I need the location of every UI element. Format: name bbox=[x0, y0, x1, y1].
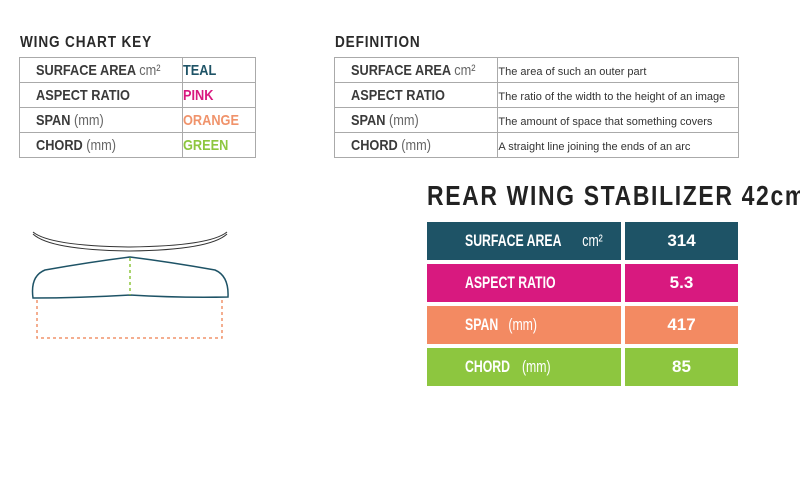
definition-label: ASPECT RATIO bbox=[351, 86, 445, 104]
stat-row: ASPECT RATIO 5.3 bbox=[427, 264, 738, 302]
stat-value: 314 bbox=[625, 222, 738, 260]
key-color-name: PINK bbox=[183, 86, 214, 104]
stat-row: CHORD (mm) 85 bbox=[427, 348, 738, 386]
key-title: WING CHART KEY bbox=[20, 34, 153, 51]
definition-row: CHORD (mm) A straight line joining the en… bbox=[333, 132, 739, 158]
definition-row: SPAN (mm) The amount of space that someth… bbox=[333, 107, 739, 133]
key-label: CHORD (mm) bbox=[36, 136, 117, 154]
wing-outline bbox=[31, 256, 229, 299]
definition-label: CHORD (mm) bbox=[351, 136, 432, 154]
key-label: SPAN (mm) bbox=[36, 111, 104, 129]
span-line bbox=[36, 300, 223, 339]
key-table: SURFACE AREA cm² TEAL ASPECT RATIO PINK SPA… bbox=[18, 57, 256, 158]
definition-text: A straight line joining the ends of an a… bbox=[498, 140, 691, 153]
stat-label: ASPECT RATIO bbox=[427, 264, 621, 302]
key-row: SPAN (mm) ORANGE bbox=[18, 107, 256, 133]
definition-row: ASPECT RATIO The ratio of the width to t… bbox=[333, 82, 739, 108]
key-color-name: GREEN bbox=[183, 136, 229, 154]
definition-row: SURFACE AREA cm² The area of such an oute… bbox=[333, 57, 739, 83]
stats-title: REAR WING STABILIZER 42cm bbox=[427, 180, 800, 211]
definition-text: The amount of space that something cover… bbox=[498, 115, 713, 128]
stat-label: SURFACE AREA cm² bbox=[427, 222, 621, 260]
key-color-name: TEAL bbox=[183, 61, 217, 79]
stat-row: SURFACE AREA cm² 314 bbox=[427, 222, 738, 260]
definition-table: SURFACE AREA cm² The area of such an oute… bbox=[333, 57, 739, 158]
stat-label: SPAN (mm) bbox=[427, 306, 621, 344]
definition-text: The ratio of the width to the height of … bbox=[498, 90, 726, 103]
key-row: SURFACE AREA cm² TEAL bbox=[18, 57, 256, 83]
wing-diagram bbox=[31, 231, 229, 339]
definition-label: SPAN (mm) bbox=[351, 111, 419, 129]
key-row: CHORD (mm) GREEN bbox=[18, 132, 256, 158]
definition-text: The area of such an outer part bbox=[498, 65, 647, 78]
key-label: ASPECT RATIO bbox=[36, 86, 130, 104]
fuselage-outline bbox=[32, 231, 228, 252]
stat-label: CHORD (mm) bbox=[427, 348, 621, 386]
key-label: SURFACE AREA cm² bbox=[36, 61, 161, 79]
stat-value: 85 bbox=[625, 348, 738, 386]
definition-label: SURFACE AREA cm² bbox=[351, 61, 476, 79]
definition-title: DEFINITION bbox=[335, 34, 421, 51]
key-color-name: ORANGE bbox=[183, 111, 240, 129]
stat-row: SPAN (mm) 417 bbox=[427, 306, 738, 344]
stat-value: 417 bbox=[625, 306, 738, 344]
stat-value: 5.3 bbox=[625, 264, 738, 302]
